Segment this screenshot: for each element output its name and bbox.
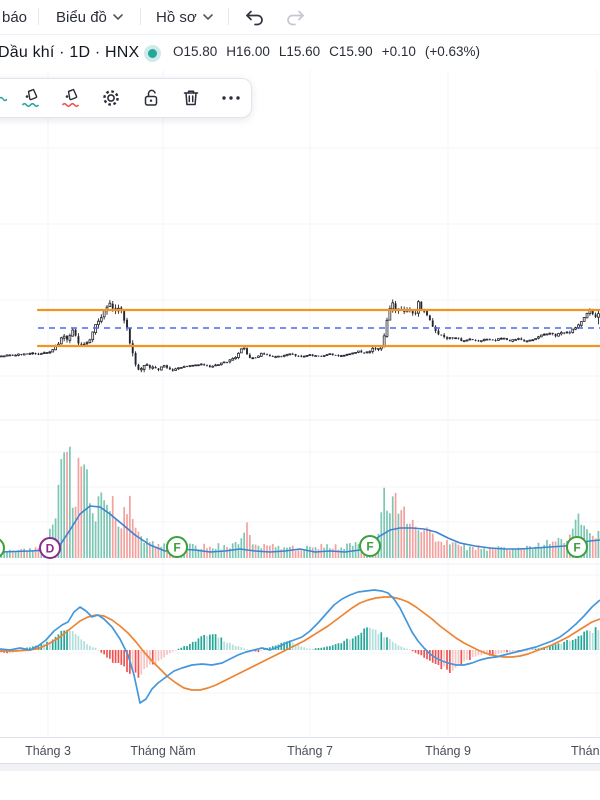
volume-ma-line [0,505,600,553]
undo-icon[interactable] [243,7,267,27]
svg-text:D: D [46,542,55,556]
time-axis-label: Tháng Năm [130,744,196,758]
event-marker-financial-report[interactable]: F [0,538,5,558]
event-marker-financial-report[interactable]: F [566,536,588,558]
event-marker-dividend[interactable]: D [39,537,61,559]
time-axis[interactable]: Tháng 3 Tháng Năm Tháng 7 Tháng 9 Tháng 11 [0,737,600,764]
menu-item-profile[interactable]: Hồ sơ [156,9,213,26]
time-axis-label: Tháng 9 [425,744,471,758]
menu-item-bao[interactable]: báo [2,8,28,26]
paint-bucket-green-icon[interactable] [13,81,49,115]
unlock-icon[interactable] [133,81,169,115]
menu-item-label: Biểu đồ [56,8,107,26]
symbol-info-row: Dầu khí · 1D · HNX O15.80 H16.00 L15.60 … [0,40,600,66]
drawing-toolbar [0,78,252,118]
macd-histogram-down-recovering [9,650,531,675]
separator [140,8,141,25]
menu-item-label: Hồ sơ [156,8,197,26]
svg-text:F: F [366,540,373,554]
time-axis-label: Tháng 7 [287,744,333,758]
event-marker-financial-report[interactable]: F [359,535,381,557]
volume-bars-up [0,446,600,558]
svg-text:F: F [573,541,580,555]
menu-item-chart[interactable]: Biểu đồ [56,9,123,26]
event-marker-financial-report[interactable]: F [166,536,188,558]
time-axis-label: Tháng 3 [25,744,71,758]
macd-histogram-down-deepening [0,650,523,678]
candle-bodies-down [11,301,597,371]
macd-signal-line [0,596,600,691]
symbol-title[interactable]: Dầu khí · 1D · HNX [0,44,140,61]
macd-line [0,589,600,704]
settings-gear-icon[interactable] [93,81,129,115]
time-axis-label: Tháng 11 [571,744,600,758]
separator [228,8,229,25]
ohlc-values: O15.80 H16.00 L15.60 C15.90 +0.10 (+0.63… [173,44,480,59]
close-value: C15.90 [329,44,373,59]
low-value: L15.60 [278,44,321,59]
open-value: O15.80 [173,44,218,59]
high-value: H16.00 [226,44,270,59]
gridlines [0,70,600,737]
redo-icon[interactable] [283,7,307,27]
change-value: +0.10 [381,44,416,59]
svg-text:F: F [173,541,180,555]
separator [38,8,39,25]
chevron-down-icon [202,14,213,20]
more-options-icon[interactable] [213,81,249,115]
paint-bucket-red-icon[interactable] [53,81,89,115]
trash-icon[interactable] [173,81,209,115]
bottom-band [0,763,600,771]
top-menu-bar: báo Biểu đồ Hồ sơ [0,0,600,35]
candle-bodies-up [0,301,600,371]
chevron-down-icon [113,14,123,20]
macd-histogram-up-falling [20,627,600,650]
live-status-dot [148,49,157,58]
clipped-icon-fragment [0,94,7,102]
change-percent: (+0.63%) [424,44,481,59]
chart-canvas[interactable]: FDFFF [0,70,600,737]
volume-bars-down [11,451,597,558]
